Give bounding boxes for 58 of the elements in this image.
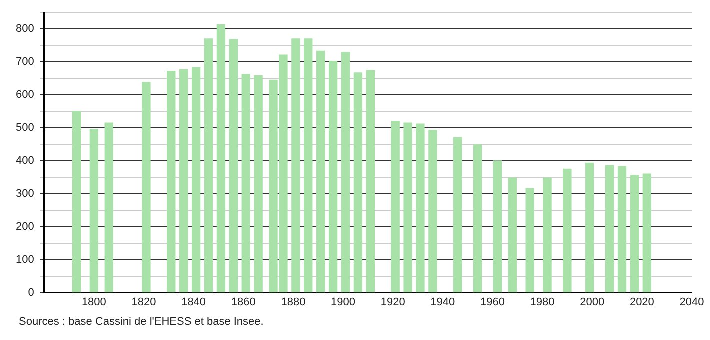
- bar: [180, 69, 188, 293]
- bar: [508, 178, 517, 293]
- bar: [618, 166, 627, 293]
- bar: [292, 38, 300, 293]
- y-tick-label: 800: [16, 23, 34, 36]
- bar: [242, 74, 250, 293]
- bar: [72, 111, 82, 293]
- bar: [605, 165, 614, 293]
- bar: [543, 178, 552, 293]
- bar: [204, 38, 214, 293]
- bar: [167, 70, 176, 293]
- bar: [563, 168, 572, 293]
- bar: [341, 52, 350, 293]
- y-tick-label: 0: [28, 286, 34, 299]
- y-tick-label: 600: [16, 89, 34, 102]
- y-tick-label: 100: [16, 254, 34, 266]
- bar: [416, 124, 425, 293]
- bar: [404, 122, 412, 293]
- bar: [142, 82, 151, 293]
- bar: [391, 121, 400, 293]
- x-tick-label: 1900: [331, 296, 356, 308]
- bar: [229, 39, 238, 293]
- bar: [304, 38, 313, 293]
- bar: [254, 76, 263, 293]
- x-tick-label: 2020: [630, 296, 654, 308]
- source-note: Sources : base Cassini de l'EHESS et base Insee.: [19, 316, 265, 328]
- y-tick-label: 400: [16, 154, 34, 167]
- bar: [316, 50, 326, 293]
- bar: [454, 137, 462, 293]
- bar: [630, 175, 640, 293]
- x-tick-label: 2040: [680, 296, 704, 308]
- x-tick-label: 1880: [281, 296, 306, 308]
- x-tick-label: 1920: [380, 296, 406, 308]
- x-tick-label: 1860: [231, 296, 256, 308]
- x-tick-label: 1840: [182, 296, 206, 308]
- bar: [192, 67, 201, 293]
- bar: [493, 160, 502, 293]
- y-tick-label: 300: [16, 188, 34, 200]
- bar: [354, 72, 363, 293]
- bar: [366, 70, 375, 293]
- x-tick-label: 1960: [480, 296, 505, 308]
- bar: [428, 130, 438, 293]
- bar: [104, 122, 114, 293]
- y-tick-label: 500: [16, 122, 34, 134]
- bar: [473, 144, 482, 293]
- bar: [642, 174, 652, 293]
- x-tick-label: 1940: [430, 296, 456, 308]
- x-tick-label: 1980: [530, 296, 555, 308]
- bar: [328, 61, 338, 293]
- y-tick-label: 200: [16, 220, 34, 233]
- y-tick-label: 700: [16, 56, 34, 68]
- bar: [216, 24, 226, 293]
- x-tick-label: 2000: [580, 296, 605, 308]
- bar: [90, 128, 98, 293]
- bar: [526, 188, 534, 293]
- bar: [586, 162, 594, 293]
- x-tick-label: 1820: [132, 296, 156, 308]
- x-tick-label: 1800: [82, 296, 106, 308]
